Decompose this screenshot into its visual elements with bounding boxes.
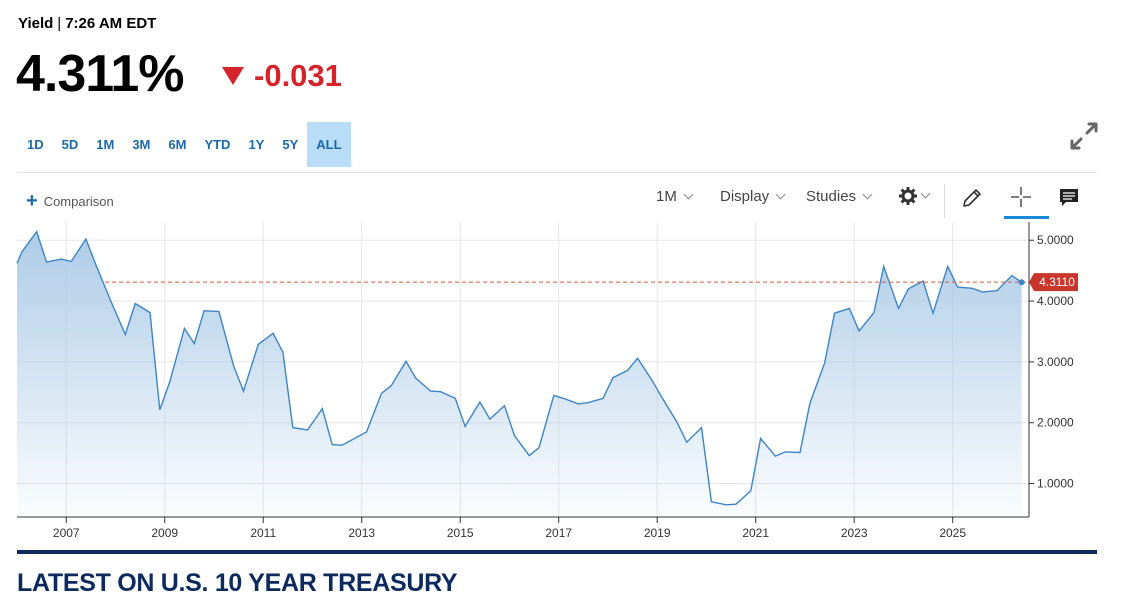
last-point-marker (1018, 279, 1025, 286)
change-value: -0.031 (254, 58, 342, 93)
studies-label: Studies (806, 188, 857, 205)
section-title: LATEST ON U.S. 10 YEAR TREASURY (17, 569, 458, 597)
y-tick-label: 5.0000 (1037, 233, 1074, 247)
expand-icon[interactable] (1068, 120, 1100, 152)
interval-label: 1M (656, 188, 677, 205)
x-tick-label: 2023 (841, 526, 868, 540)
settings-dropdown[interactable] (898, 186, 931, 206)
quote-header: Yield | 7:26 AM EDT (18, 15, 156, 32)
crosshair-icon[interactable] (1010, 186, 1032, 208)
comparison-button[interactable]: + Comparison (26, 190, 114, 212)
y-tick-label: 4.0000 (1037, 294, 1074, 308)
y-tick-label: 1.0000 (1037, 477, 1074, 491)
x-tick-label: 2019 (644, 526, 671, 540)
interval-dropdown[interactable]: 1M (656, 188, 694, 205)
range-5d[interactable]: 5D (61, 137, 79, 152)
range-1m[interactable]: 1M (96, 137, 115, 152)
gear-icon (899, 187, 917, 205)
crosshair-active-underline (1004, 216, 1049, 219)
series-line (16, 230, 1022, 506)
range-1y[interactable]: 1Y (248, 137, 265, 152)
x-tick-label: 2013 (348, 526, 375, 540)
last-value-label: 4.3110 (1039, 275, 1075, 289)
quote-change: -0.031 (222, 58, 342, 94)
range-6m[interactable]: 6M (168, 137, 187, 152)
range-all[interactable]: ALL (307, 122, 351, 167)
range-ytd[interactable]: YTD (204, 137, 231, 152)
x-tick-label: 2009 (151, 526, 178, 540)
top-divider (17, 172, 1097, 173)
toolbar-divider (944, 184, 945, 218)
x-tick-label: 2017 (545, 526, 572, 540)
display-dropdown[interactable]: Display (720, 188, 786, 205)
comment-icon[interactable] (1058, 187, 1080, 209)
section-rule (17, 550, 1097, 554)
range-1d[interactable]: 1D (27, 137, 44, 152)
x-tick-label: 2011 (250, 526, 276, 540)
x-tick-label: 2021 (742, 526, 769, 540)
display-label: Display (720, 188, 770, 205)
pencil-icon[interactable] (960, 186, 984, 210)
range-3m[interactable]: 3M (132, 137, 151, 152)
quote-time: 7:26 AM EDT (65, 15, 157, 32)
x-tick-label: 2025 (939, 526, 966, 540)
x-tick-label: 2007 (53, 526, 80, 540)
y-tick-label: 3.0000 (1037, 355, 1074, 369)
studies-dropdown[interactable]: Studies (806, 188, 873, 205)
range-5y[interactable]: 5Y (282, 137, 299, 152)
y-tick-label: 2.0000 (1037, 416, 1074, 430)
x-tick-label: 2015 (447, 526, 474, 540)
series-area (17, 231, 1022, 517)
last-value-badge: 4.3110 (1029, 273, 1078, 292)
plus-icon: + (26, 190, 38, 212)
header-separator: | (57, 15, 62, 32)
quote-label: Yield (18, 15, 54, 32)
comparison-label: Comparison (43, 193, 114, 209)
down-triangle-icon (222, 67, 244, 85)
badge-shape (1029, 273, 1078, 292)
range-selector: 1D 5D 1M 3M 6M YTD 1Y 5Y ALL (18, 122, 351, 167)
quote-price: 4.311% (16, 45, 184, 103)
